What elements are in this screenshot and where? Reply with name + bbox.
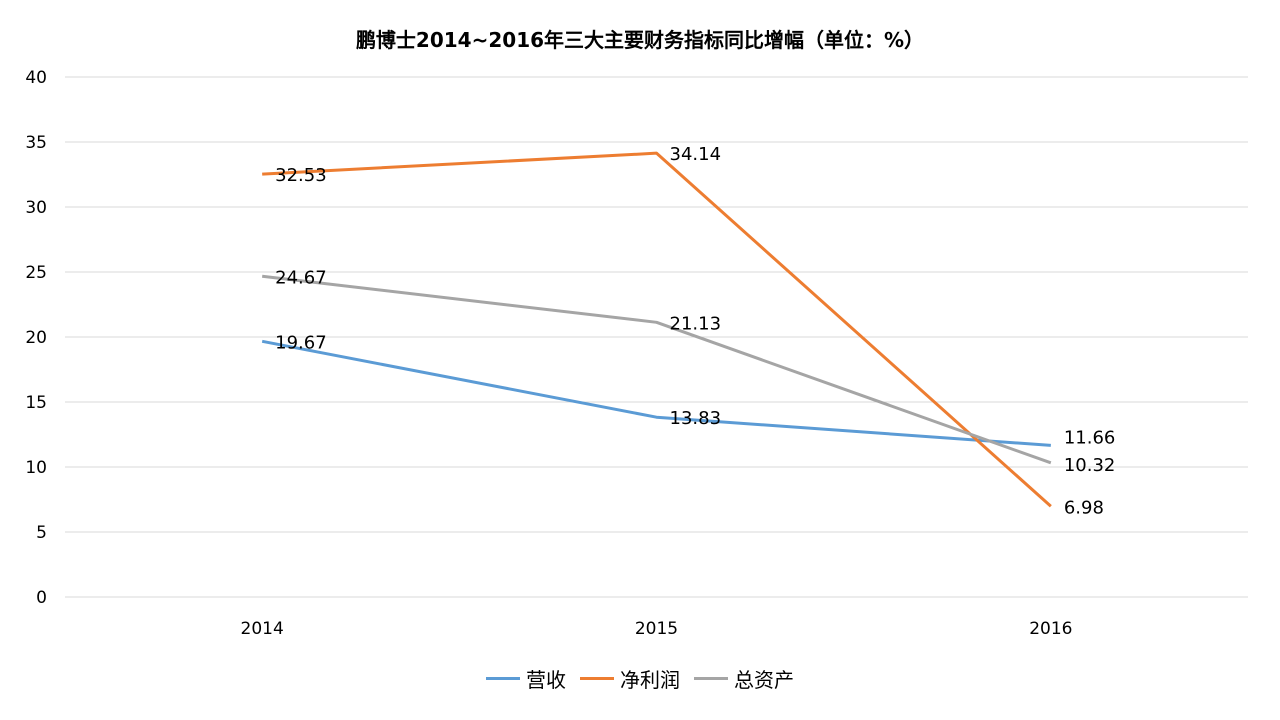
y-tick-label: 40 [25,68,47,88]
data-label: 24.67 [275,267,327,288]
y-tick-label: 25 [25,263,47,283]
data-label: 21.13 [670,313,722,334]
data-label: 11.66 [1064,427,1116,448]
legend-item: 总资产 [694,664,794,693]
series-line-营收 [261,339,1051,447]
data-label: 34.14 [670,144,722,165]
y-tick-label: 30 [25,198,47,218]
y-tick-label: 10 [25,458,47,478]
legend-label: 总资产 [734,668,794,692]
chart-title: 鹏博士2014~2016年三大主要财务指标同比增幅（单位：%） [355,28,925,52]
series-line-总资产 [261,274,1052,465]
data-label: 19.67 [275,332,327,353]
legend-label: 营收 [526,668,566,692]
data-label: 32.53 [275,165,327,186]
data-label: 13.83 [670,408,722,429]
data-label: 6.98 [1064,497,1104,518]
legend-label: 净利润 [620,668,680,692]
y-tick-label: 15 [25,393,47,413]
y-tick-label: 35 [25,133,47,153]
series-line-净利润 [262,151,1052,508]
y-tick-label: 20 [25,328,47,348]
legend-swatch [486,677,520,680]
y-tick-label: 5 [36,523,47,543]
legend-item: 净利润 [580,664,680,693]
x-tick-label: 2014 [241,619,284,639]
x-tick-label: 2016 [1029,619,1072,639]
legend-item: 营收 [486,664,566,693]
y-tick-label: 0 [36,588,47,608]
data-label: 10.32 [1064,455,1116,476]
legend: 营收 净利润 总资产 [0,664,1280,693]
legend-swatch [694,677,728,680]
x-tick-label: 2015 [635,619,678,639]
legend-swatch [580,677,614,680]
